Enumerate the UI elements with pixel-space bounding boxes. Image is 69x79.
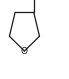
Text: O: O (21, 47, 28, 56)
